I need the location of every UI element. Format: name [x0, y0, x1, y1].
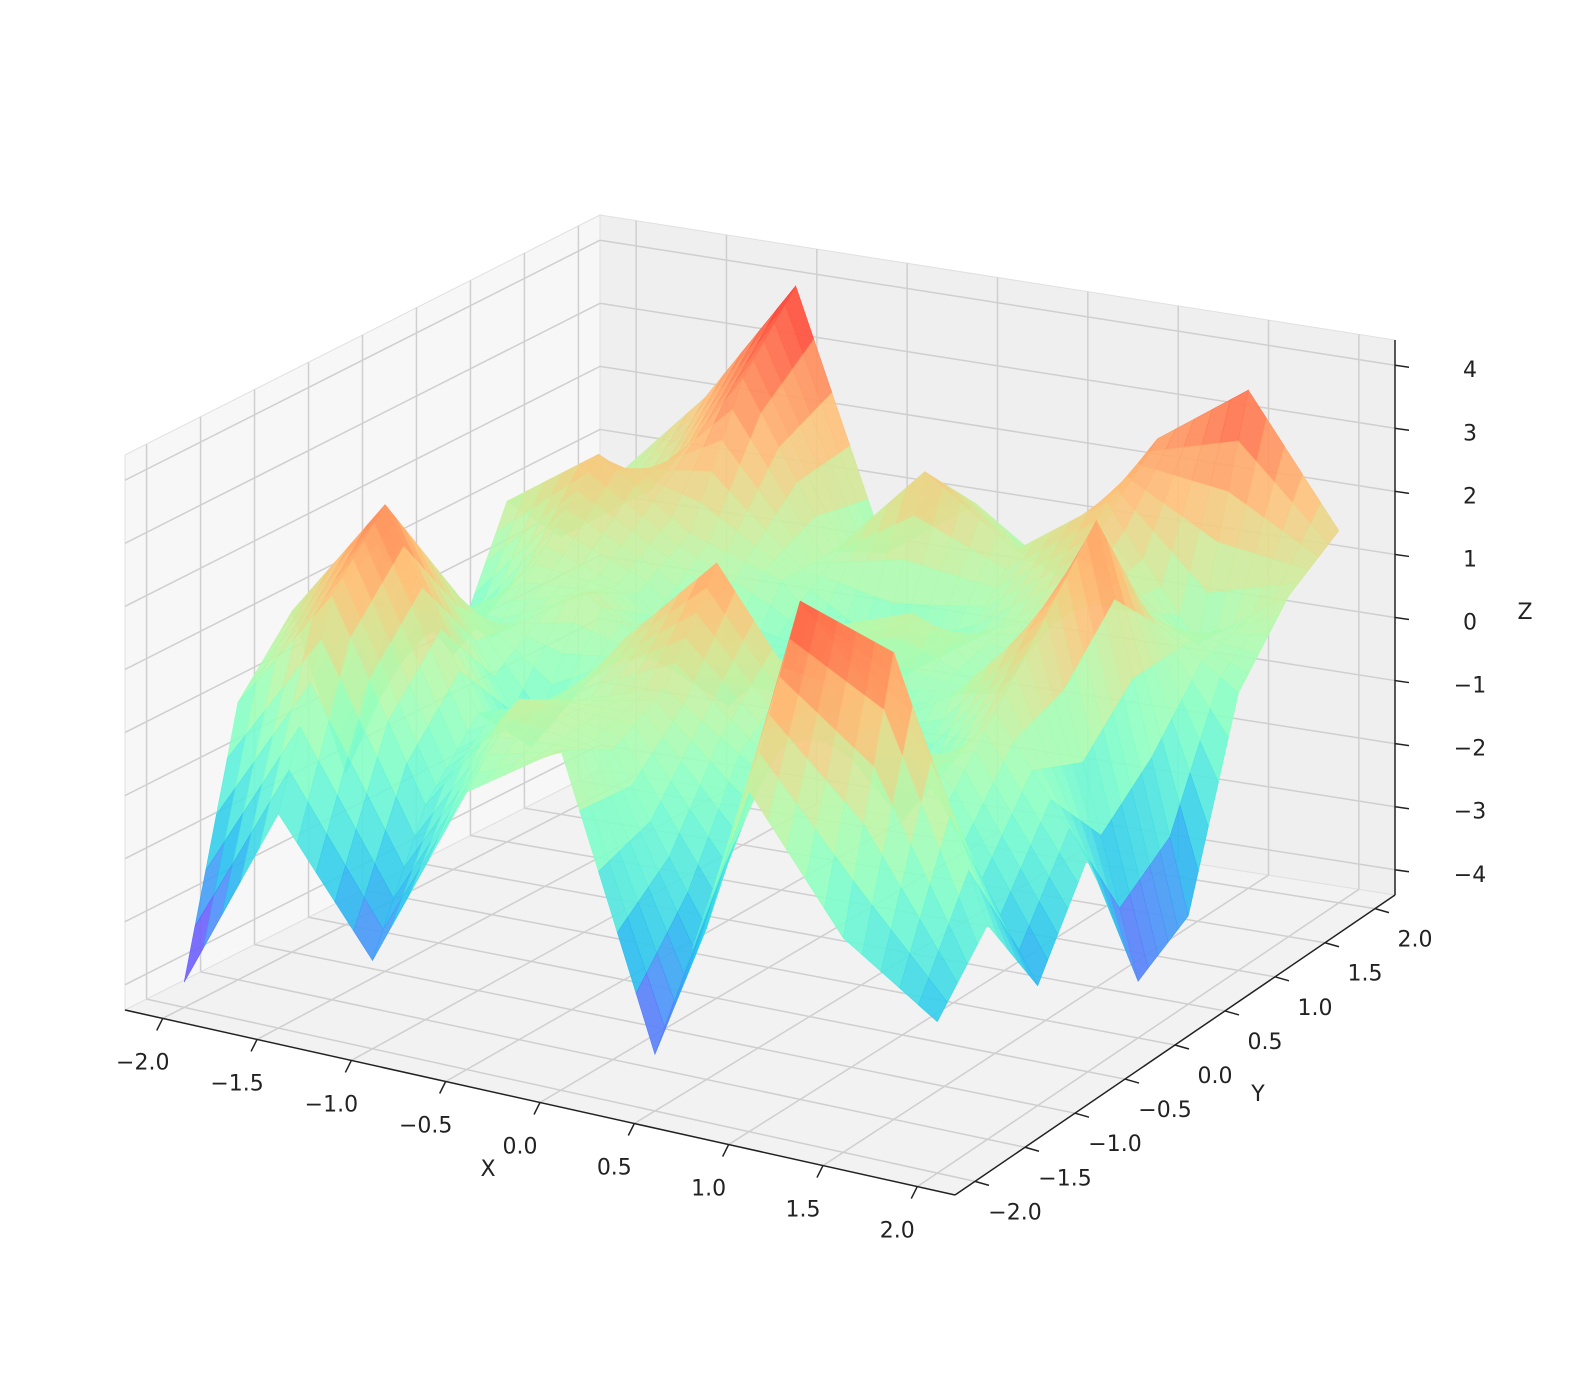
tick-mark: [1324, 942, 1340, 948]
tick-mark: [1024, 1146, 1040, 1152]
tick-mark: [1074, 1112, 1090, 1118]
x-tick-label: −2.0: [116, 1050, 169, 1075]
tick-mark: [1394, 553, 1410, 558]
grid-line: [200, 971, 1026, 1149]
z-tick-label: 1: [1463, 547, 1477, 572]
x-tick-label: 0.0: [503, 1135, 538, 1160]
tick-mark: [156, 1018, 164, 1031]
tick-mark: [721, 1144, 730, 1157]
grid-line: [599, 302, 1396, 430]
y-axis-label: Y: [1250, 1082, 1265, 1107]
tick-mark: [1394, 427, 1410, 432]
tick-mark: [910, 1186, 918, 1199]
grid-line: [416, 861, 1226, 1012]
z-tick-label: −2: [1454, 737, 1486, 762]
z-tick-label: −4: [1454, 863, 1486, 888]
x-tick-label: 1.5: [785, 1198, 820, 1223]
axis-line: [124, 1009, 956, 1196]
y-tick-label: 0.5: [1248, 1030, 1283, 1055]
tick-mark: [1374, 907, 1390, 914]
grid-line: [146, 998, 976, 1183]
axes: −2.0 −1.5 −1.0 −0.5 0.0 0.5 1.0 1.5 2.0 −2.0 −1.5 −…: [116, 340, 1486, 1244]
tick-mark: [974, 1180, 990, 1187]
tick-mark: [1394, 805, 1410, 810]
z-tick-label: −1: [1454, 674, 1486, 699]
surface: [183, 285, 1340, 1056]
y-tick-label: −1.0: [1088, 1132, 1141, 1157]
grid-line: [362, 889, 1176, 1046]
z-tick-label: 4: [1463, 358, 1477, 383]
tick-mark: [627, 1123, 635, 1136]
axis-line: [954, 894, 1396, 1196]
tick-mark: [1394, 869, 1410, 873]
grid-line: [124, 365, 601, 608]
tick-mark: [1394, 364, 1410, 368]
tick-mark: [344, 1060, 353, 1073]
tick-mark: [1394, 490, 1410, 495]
tick-mark: [250, 1039, 258, 1052]
x-tick-label: −1.0: [305, 1092, 358, 1117]
surface-patch: [918, 977, 948, 1023]
tick-mark: [1224, 1010, 1240, 1016]
grid-line: [599, 239, 1396, 366]
tick-mark: [1394, 742, 1410, 747]
z-tick-label: 3: [1463, 421, 1477, 446]
tick-mark: [1394, 616, 1410, 621]
z-tick-label: 0: [1463, 611, 1477, 636]
grid-line: [124, 239, 601, 481]
y-tick-label: 0.0: [1198, 1064, 1233, 1089]
tick-mark: [1274, 976, 1290, 982]
x-tick-label: −0.5: [399, 1113, 452, 1138]
x-tick-label: 1.0: [691, 1177, 726, 1202]
tick-mark: [816, 1165, 824, 1178]
z-axis-label: Z: [1517, 600, 1532, 625]
grid-line: [308, 916, 1126, 1080]
x-tick-label: 0.5: [597, 1156, 632, 1181]
y-tick-label: 2.0: [1398, 928, 1433, 953]
z-tick-label: 2: [1463, 484, 1477, 509]
x-tick-label: 2.0: [880, 1219, 915, 1244]
x-tick-label: −1.5: [210, 1071, 263, 1096]
tick-mark: [1174, 1044, 1190, 1050]
z-tick-label: −3: [1454, 800, 1486, 825]
tick-mark: [1394, 679, 1410, 684]
y-tick-label: −0.5: [1138, 1098, 1191, 1123]
y-tick-label: −1.5: [1038, 1166, 1091, 1191]
tick-mark: [439, 1081, 447, 1094]
grid-line: [124, 302, 601, 544]
tick-mark: [533, 1102, 541, 1115]
tick-mark: [1124, 1078, 1140, 1084]
y-tick-label: 1.5: [1348, 962, 1383, 987]
y-tick-label: −2.0: [988, 1200, 1041, 1225]
x-axis-label: X: [480, 1157, 495, 1182]
y-tick-label: 1.0: [1298, 996, 1333, 1021]
